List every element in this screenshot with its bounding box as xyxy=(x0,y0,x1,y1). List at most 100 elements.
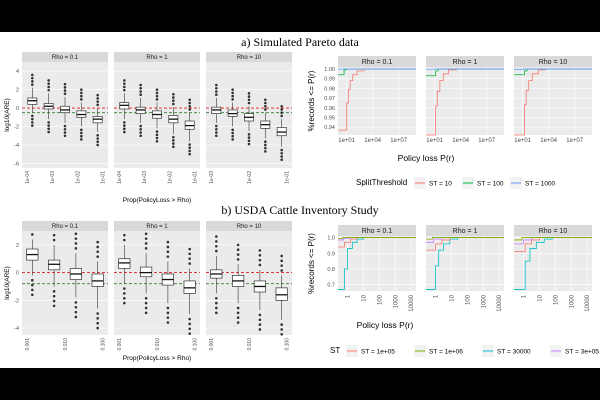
box-body xyxy=(91,273,104,287)
box-outlier xyxy=(123,127,126,131)
cdf-series-line xyxy=(426,237,504,240)
box-outlier xyxy=(215,240,218,243)
cdf-panel: Rho = 1 1 10 100 1000 10000 xyxy=(426,225,504,312)
box-outlier xyxy=(63,82,67,86)
legend-item-label: ST = 3e+05 xyxy=(565,349,599,356)
box-outlier xyxy=(236,253,240,256)
box-outlier xyxy=(247,136,251,139)
box-outlier xyxy=(47,88,50,92)
box-body xyxy=(118,258,131,269)
y-tick-label: 2 xyxy=(16,243,19,249)
box-outlier xyxy=(155,136,159,140)
panel-strip xyxy=(426,225,504,236)
box-outlier xyxy=(215,83,218,87)
box-outlier xyxy=(47,124,50,127)
y-axis-title: %records <= P(r) xyxy=(307,233,316,294)
box-outlier xyxy=(96,317,99,320)
x-tick-label: 0.100 xyxy=(193,338,199,351)
box-outlier xyxy=(74,315,78,319)
boxplot-panel: Rho = 10 0.001 0.010 0.100 xyxy=(206,221,292,351)
box-outlier xyxy=(139,90,142,93)
x-tick-label: 1e+04 xyxy=(540,138,558,144)
y-tick-label: 0.8 xyxy=(327,267,335,273)
x-tick-label: 10000 xyxy=(585,294,591,311)
box-outlier xyxy=(96,326,99,330)
box-outlier xyxy=(236,311,240,315)
box-outlier xyxy=(258,249,262,252)
y-tick-label: 0 xyxy=(16,106,19,112)
box-outlier xyxy=(215,296,218,300)
box-outlier xyxy=(31,288,34,292)
panel-strip-label: Rho = 1 xyxy=(453,59,478,66)
x-tick-label: 100 xyxy=(553,294,559,305)
x-tick-label: 0.001 xyxy=(117,338,123,351)
box-outlier xyxy=(231,88,234,91)
box-outlier xyxy=(188,257,191,261)
box-outlier xyxy=(188,104,191,108)
box-outlier xyxy=(47,121,50,124)
box-outlier xyxy=(236,306,240,310)
x-tick-label: 1e-02 xyxy=(247,171,253,184)
panel-strip-label: Rho = 0.1 xyxy=(52,55,79,61)
box-outlier xyxy=(74,247,78,250)
x-tick-label: 100 xyxy=(377,294,383,305)
box-outlier xyxy=(63,124,67,128)
cdf-series-line xyxy=(426,237,504,251)
box-outlier xyxy=(172,135,175,139)
x-tick-label: 1e+01 xyxy=(514,138,532,144)
y-axis-title: %records <= P(r) xyxy=(307,70,316,131)
panel-strip xyxy=(114,221,200,231)
box-outlier xyxy=(63,127,67,131)
box-outlier xyxy=(280,108,283,111)
legend-item-label: ST = 1000 xyxy=(525,181,555,188)
box-outlier xyxy=(96,137,99,140)
box-outlier xyxy=(31,233,34,236)
box-outlier xyxy=(247,133,251,136)
box-outlier xyxy=(123,238,126,242)
box-outlier xyxy=(155,130,159,133)
y-tick-label: -2 xyxy=(14,125,19,131)
box-body xyxy=(48,259,61,271)
box-outlier xyxy=(155,139,159,143)
box-outlier xyxy=(172,92,175,96)
box-outlier xyxy=(247,92,251,95)
box-outlier xyxy=(172,99,175,103)
x-tick-label: 1000 xyxy=(569,294,575,308)
box-outlier xyxy=(123,296,126,300)
box-outlier xyxy=(155,133,159,137)
x-tick-label: 1e+07 xyxy=(566,138,584,144)
x-tick-label: 1e+07 xyxy=(390,138,408,144)
cdf-series-line xyxy=(338,237,416,239)
box-outlier xyxy=(96,255,99,258)
x-tick-label: 0.100 xyxy=(285,338,291,351)
box-outlier xyxy=(96,321,99,325)
panel-strip-label: Rho = 1 xyxy=(453,228,478,235)
box-outlier xyxy=(166,316,170,319)
box-outlier xyxy=(280,111,283,114)
box-outlier xyxy=(166,250,170,254)
x-tick-label: 100 xyxy=(465,294,471,305)
panel-background xyxy=(514,236,592,291)
y-tick-label: 1.00 xyxy=(324,67,335,73)
section-b-title: b) USDA Cattle Inventory Study xyxy=(221,203,378,217)
y-tick-label: 0.95 xyxy=(324,116,335,122)
y-tick-label: 0.94 xyxy=(324,125,335,131)
box-outlier xyxy=(264,140,267,144)
box-outlier xyxy=(264,104,267,108)
box-outlier xyxy=(123,292,126,295)
x-tick-label: 1e-01 xyxy=(285,171,291,184)
box-outlier xyxy=(231,131,234,135)
x-tick-label: 10000 xyxy=(497,294,503,311)
x-tick-label: 1e-01 xyxy=(101,171,107,184)
x-tick-label: 0.010 xyxy=(63,338,69,351)
box-outlier xyxy=(31,283,34,287)
y-tick-label: 1.0 xyxy=(327,236,335,242)
box-outlier xyxy=(264,150,267,153)
box-outlier xyxy=(280,333,283,336)
panel-background xyxy=(338,67,416,135)
box-outlier xyxy=(31,83,34,86)
panel-strip xyxy=(22,221,108,231)
box-outlier xyxy=(31,117,34,121)
box-outlier xyxy=(52,299,56,303)
